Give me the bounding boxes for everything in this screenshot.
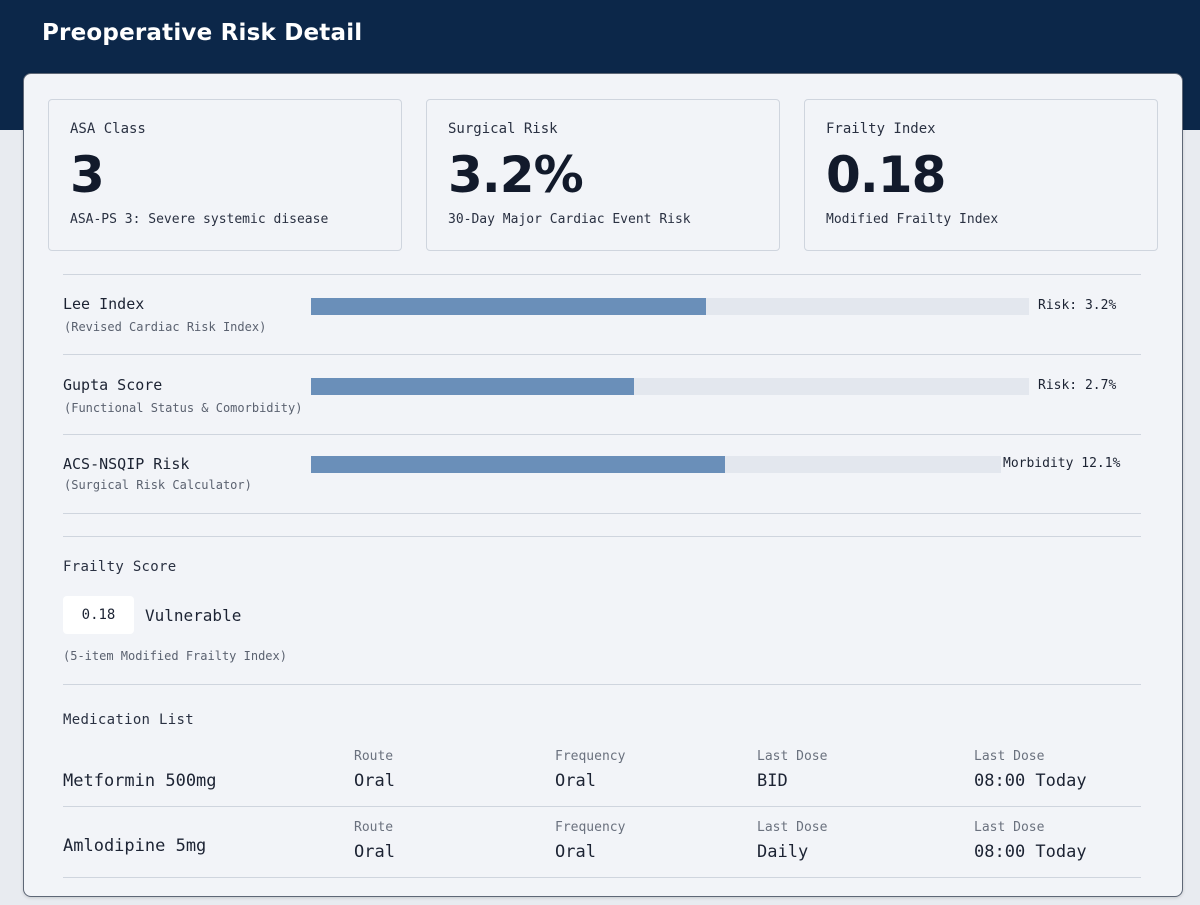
column-value: Oral: [354, 842, 395, 862]
card-subtitle: Modified Frailty Index: [826, 212, 999, 227]
column-value: 08:00 Today: [974, 771, 1087, 791]
medication-row[interactable]: Metformin 500mg Route Oral Frequency Ora…: [63, 749, 1141, 817]
column-header: Frequency: [555, 749, 626, 764]
column-header: Last Dose: [974, 749, 1045, 764]
divider: [63, 434, 1141, 435]
risk-bar-fill: [311, 378, 635, 395]
medication-section-title: Medication List: [63, 712, 194, 728]
frequency-column: Frequency Oral: [555, 749, 625, 791]
route-column: Route Oral: [354, 820, 395, 862]
score-description: (Functional Status & Comorbidity): [64, 401, 303, 415]
risk-value: Morbidity 12.1%: [1003, 456, 1121, 471]
score-name: Gupta Score: [63, 376, 163, 394]
column-value: Daily: [757, 842, 809, 862]
score-description: (Surgical Risk Calculator): [64, 478, 252, 492]
risk-bar: [311, 298, 1029, 315]
frailty-category: Vulnerable: [145, 606, 242, 625]
asa-class-card: ASA Class 3 ASA-PS 3: Severe systemic di…: [48, 99, 402, 251]
frailty-section-title: Frailty Score: [63, 559, 177, 575]
risk-bar-fill: [311, 298, 706, 315]
column-header: Last Dose: [757, 820, 828, 835]
divider: [63, 684, 1141, 685]
divider: [63, 274, 1141, 275]
frailty-score-badge: 0.18: [63, 596, 134, 634]
column-header: Route: [354, 820, 394, 835]
divider: [63, 536, 1141, 537]
card-value: 3: [70, 146, 105, 204]
divider: [63, 513, 1141, 514]
risk-bar: [311, 378, 1029, 395]
column-value: 08:00 Today: [974, 842, 1087, 862]
last-dose-column: Last Dose Daily: [757, 820, 827, 862]
score-row-gupta-score: Gupta Score (Functional Status & Comorbi…: [63, 376, 1141, 456]
score-name: ACS-NSQIP Risk: [63, 455, 190, 473]
column-value: Oral: [354, 771, 395, 791]
divider: [63, 806, 1141, 807]
frailty-index-card: Frailty Index 0.18 Modified Frailty Inde…: [804, 99, 1158, 251]
column-value: Oral: [555, 771, 596, 791]
risk-detail-panel: ASA Class 3 ASA-PS 3: Severe systemic di…: [23, 73, 1183, 897]
last-dose-time-column: Last Dose 08:00 Today: [974, 749, 1087, 791]
frequency-column: Frequency Oral: [555, 820, 625, 862]
page-title: Preoperative Risk Detail: [42, 20, 363, 46]
medication-name: Metformin 500mg: [63, 771, 217, 791]
last-dose-column: Last Dose BID: [757, 749, 827, 791]
score-row-acs-nsqip: ACS-NSQIP Risk (Surgical Risk Calculator…: [63, 455, 1141, 535]
card-value: 0.18: [826, 146, 946, 204]
column-header: Route: [354, 749, 394, 764]
column-value: BID: [757, 771, 788, 791]
last-dose-time-column: Last Dose 08:00 Today: [974, 820, 1087, 862]
frailty-note: (5-item Modified Frailty Index): [63, 649, 287, 663]
card-subtitle: ASA-PS 3: Severe systemic disease: [70, 212, 329, 227]
column-value: Oral: [555, 842, 596, 862]
score-name: Lee Index: [63, 295, 145, 313]
score-row-lee-index: Lee Index (Revised Cardiac Risk Index) R…: [63, 295, 1141, 375]
route-column: Route Oral: [354, 749, 395, 791]
card-label: ASA Class: [70, 121, 146, 137]
card-value: 3.2%: [448, 146, 584, 204]
medication-name: Amlodipine 5mg: [63, 836, 207, 856]
risk-bar: [311, 456, 1001, 473]
card-subtitle: 30-Day Major Cardiac Event Risk: [448, 212, 691, 227]
card-label: Frailty Index: [826, 121, 936, 137]
surgical-risk-card: Surgical Risk 3.2% 30-Day Major Cardiac …: [426, 99, 780, 251]
divider: [63, 354, 1141, 355]
risk-bar-fill: [311, 456, 725, 473]
card-label: Surgical Risk: [448, 121, 558, 137]
score-description: (Revised Cardiac Risk Index): [64, 320, 267, 334]
column-header: Frequency: [555, 820, 626, 835]
divider: [63, 877, 1141, 878]
risk-value: Risk: 2.7%: [1038, 378, 1117, 393]
medication-row[interactable]: Amlodipine 5mg Route Oral Frequency Oral…: [63, 820, 1141, 888]
risk-value: Risk: 3.2%: [1038, 298, 1117, 313]
column-header: Last Dose: [757, 749, 828, 764]
column-header: Last Dose: [974, 820, 1045, 835]
